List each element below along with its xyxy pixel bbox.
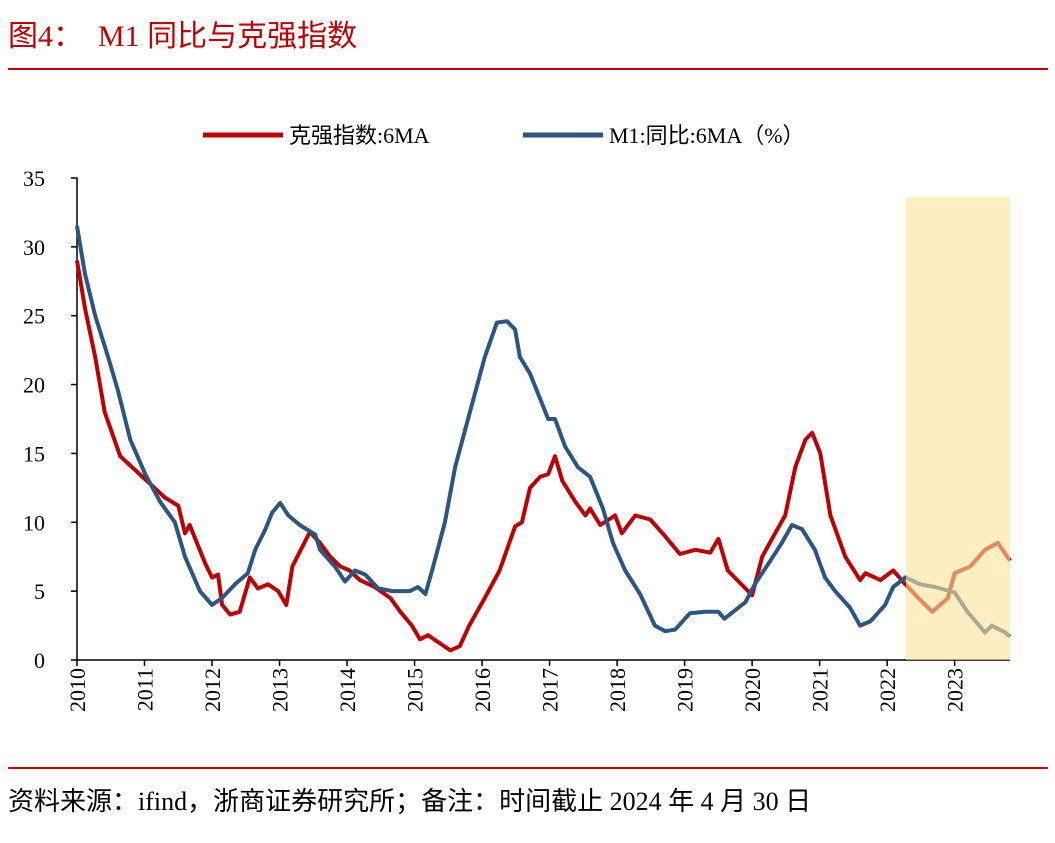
x-tick-label: 2023 (943, 668, 968, 712)
x-tick-label: 2014 (335, 668, 360, 712)
y-tick-label: 35 (23, 166, 45, 191)
x-tick-label: 2017 (538, 668, 563, 712)
highlight-band (906, 197, 1010, 660)
y-tick-label: 10 (23, 510, 45, 535)
y-tick-label: 5 (34, 579, 45, 604)
source-note: 资料来源：ifind，浙商证券研究所；备注：时间截止 2024 年 4 月 30… (8, 787, 811, 816)
x-tick-label: 2013 (268, 668, 293, 712)
x-tick-label: 2011 (133, 668, 158, 711)
legend-label: 克强指数:6MA (289, 123, 430, 148)
x-tick-label: 2012 (200, 668, 225, 712)
series-line (75, 260, 1012, 653)
x-tick-label: 2010 (65, 668, 90, 712)
x-tick-label: 2015 (403, 668, 428, 712)
y-tick-label: 30 (23, 235, 45, 260)
legend-label: M1:同比:6MA（%） (609, 123, 805, 148)
x-tick-label: 2021 (808, 668, 833, 712)
y-tick-label: 0 (34, 648, 45, 673)
x-tick-label: 2019 (673, 668, 698, 712)
series-line (75, 225, 1012, 639)
title: 图4： M1 同比与克强指数 (8, 20, 357, 53)
x-tick-label: 2018 (605, 668, 630, 712)
x-tick-label: 2016 (470, 668, 495, 712)
y-tick-label: 15 (23, 441, 45, 466)
x-tick-label: 2022 (875, 668, 900, 712)
y-tick-label: 25 (23, 304, 45, 329)
x-tick-label: 2020 (740, 668, 765, 712)
y-tick-label: 20 (23, 373, 45, 398)
